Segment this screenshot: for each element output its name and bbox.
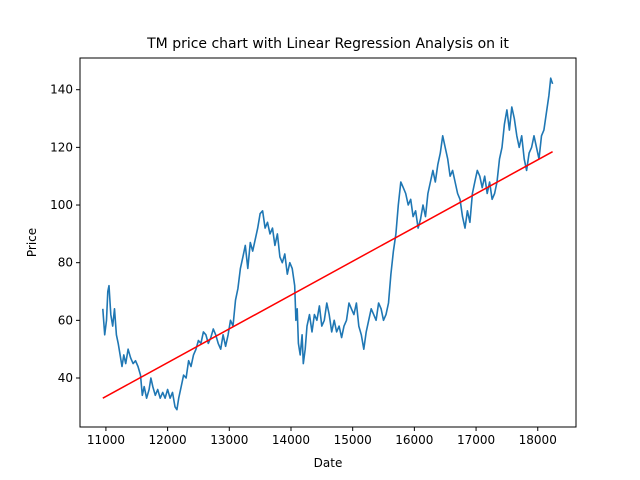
- y-tick-label: 140: [50, 83, 73, 97]
- axes-frame: [79, 57, 577, 428]
- regression-line: [102, 151, 553, 399]
- x-tick-label: 12000: [149, 433, 187, 447]
- plot-area: [102, 77, 554, 411]
- y-tick-label: 40: [58, 371, 73, 385]
- x-tick-label: 14000: [272, 433, 310, 447]
- x-tick-label: 13000: [210, 433, 248, 447]
- x-tick-label: 15000: [334, 433, 372, 447]
- y-tick-label: 120: [50, 140, 73, 154]
- y-axis-label: Price: [25, 228, 39, 257]
- y-tick-label: 100: [50, 198, 73, 212]
- x-tick-label: 17000: [457, 433, 495, 447]
- chart-title: TM price chart with Linear Regression An…: [146, 36, 509, 52]
- y-tick-label: 60: [58, 313, 73, 327]
- x-axis-label: Date: [314, 456, 343, 470]
- y-tick-label: 80: [58, 256, 73, 270]
- x-tick-label: 11000: [87, 433, 125, 447]
- x-tick-label: 18000: [519, 433, 557, 447]
- price-line: [102, 77, 554, 411]
- y-axis-ticks: 40 60 80 100 120 140: [50, 83, 80, 385]
- x-tick-label: 16000: [395, 433, 433, 447]
- x-axis-ticks: 11000 12000 13000 14000 15000 16000 17000 18000: [87, 427, 557, 447]
